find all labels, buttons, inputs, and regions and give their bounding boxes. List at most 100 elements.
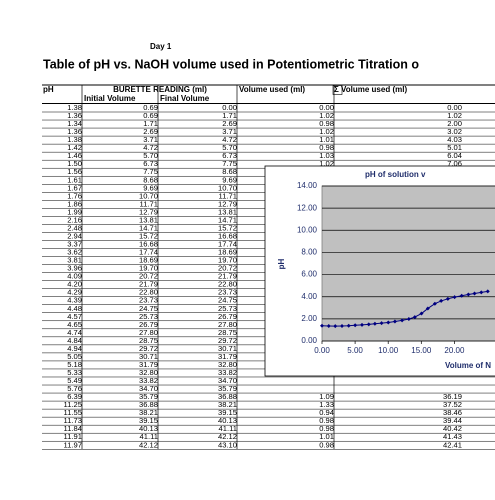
cell: 1.01 (319, 135, 334, 144)
cell: 4.39 (67, 296, 82, 305)
cell: 35.79 (139, 392, 158, 401)
cell: 1.02 (319, 111, 334, 120)
cell: 2.16 (67, 215, 82, 224)
cell: 22.80 (139, 288, 158, 297)
cell: 36.88 (218, 392, 237, 401)
data-point (466, 292, 471, 297)
plot-area (321, 185, 495, 342)
cell: 39.15 (218, 408, 237, 417)
y-tick-label: 14.00 (297, 181, 318, 190)
cell: 5.05 (67, 352, 82, 361)
data-point (379, 321, 384, 326)
cell: 25.73 (218, 304, 237, 313)
cell: 40.13 (139, 424, 158, 433)
cell: 1.38 (67, 103, 82, 112)
cell: 41.11 (219, 424, 237, 433)
cell: 6.73 (222, 151, 237, 160)
x-tick-label: 20.00 (444, 346, 465, 355)
cell: 11.25 (64, 400, 82, 409)
data-point (472, 291, 477, 296)
cell: 18.69 (218, 248, 237, 257)
cell: 1.61 (67, 175, 82, 184)
y-tick-label: 4.00 (301, 292, 317, 301)
cell: 34.70 (218, 376, 237, 385)
cell: 2.94 (67, 231, 82, 240)
cell: 33.82 (139, 376, 158, 385)
cell: 1.02 (319, 159, 334, 168)
cell: 7.75 (222, 159, 237, 168)
cell: 5.49 (67, 376, 82, 385)
data-point (459, 293, 464, 298)
sheet-title: Table of pH vs. NaOH volume used in Pote… (43, 57, 419, 71)
cell: 1.46 (67, 151, 82, 160)
cell: 11.84 (64, 424, 82, 433)
cell: 24.75 (218, 296, 237, 305)
cell: 15.72 (218, 223, 237, 232)
cell: 26.79 (218, 312, 237, 321)
cell: 28.75 (218, 328, 237, 337)
column-header: Σ Volume used (ml) (334, 85, 407, 94)
cell: 2.69 (222, 119, 237, 128)
y-tick-label: 12.00 (297, 203, 318, 212)
data-point (320, 323, 324, 328)
cell: 7.75 (143, 167, 158, 176)
subcolumn-header: Final Volume (160, 94, 210, 103)
cell: 41.43 (443, 432, 462, 441)
data-point (425, 306, 430, 311)
cell: 31.79 (139, 360, 158, 369)
cell: 3.71 (143, 135, 158, 144)
cell: 27.80 (218, 320, 237, 329)
data-point (439, 298, 444, 303)
data-point (485, 289, 490, 294)
cell: 4.20 (67, 280, 82, 289)
cell: 30.71 (139, 352, 158, 361)
y-axis-label: pH (277, 258, 286, 269)
cell: 43.10 (218, 440, 237, 449)
cell: 5.33 (67, 368, 82, 377)
data-point (326, 323, 331, 328)
cell: 38.21 (218, 400, 237, 409)
data-point (406, 316, 411, 321)
cell: 0.00 (319, 103, 334, 112)
cell: 19.70 (218, 256, 237, 265)
column-header: pH (43, 85, 54, 94)
cell: 4.65 (67, 320, 82, 329)
cell: 42.41 (443, 440, 462, 449)
cell: 0.98 (319, 440, 334, 449)
cell: 1.02 (319, 127, 334, 136)
cell: 3.37 (67, 240, 82, 249)
cell: 10.70 (139, 191, 158, 200)
cell: 2.00 (447, 119, 462, 128)
cell: 4.74 (67, 328, 82, 337)
cell: 1.36 (67, 111, 82, 120)
cell: 5.70 (143, 151, 158, 160)
cell: 0.94 (319, 408, 334, 417)
cell: 6.04 (447, 151, 462, 160)
cell: 23.73 (218, 288, 237, 297)
x-tick-label: 0.00 (314, 346, 330, 355)
cell: 4.03 (447, 135, 462, 144)
cell: 1.71 (222, 111, 237, 120)
x-axis-label: Volume of N (445, 361, 491, 370)
data-point (419, 311, 424, 316)
chart-title: pH of solution v (365, 170, 426, 179)
cell: 12.79 (218, 199, 237, 208)
cell: 31.79 (218, 352, 237, 361)
cell: 1.01 (319, 432, 334, 441)
cell: 1.67 (67, 183, 82, 192)
cell: 36.88 (139, 400, 158, 409)
cell: 1.71 (143, 119, 158, 128)
cell: 6.39 (67, 392, 82, 401)
cell: 1.50 (67, 159, 82, 168)
data-point (346, 323, 351, 328)
cell: 41.11 (140, 432, 158, 441)
chart: pH of solution v pH Volume of N 0.00 2.00 4.0… (264, 165, 495, 377)
cell: 13.81 (218, 207, 237, 216)
cell: 1.76 (67, 191, 82, 200)
cell: 20.72 (139, 272, 158, 281)
cell: 5.18 (67, 360, 82, 369)
cell: 0.98 (319, 119, 334, 128)
cell: 0.98 (319, 416, 334, 425)
cell: 1.09 (319, 392, 334, 401)
cell: 17.74 (139, 248, 158, 257)
